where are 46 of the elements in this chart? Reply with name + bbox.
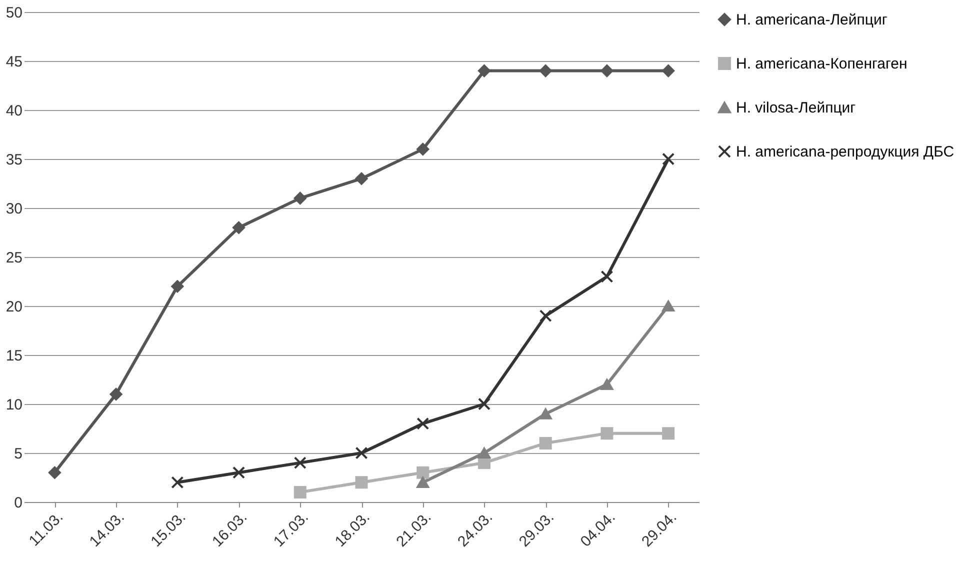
- point: [478, 447, 490, 459]
- point: [294, 456, 306, 470]
- point: [171, 476, 184, 489]
- point: [662, 152, 675, 166]
- point: [662, 427, 675, 440]
- point: [478, 398, 490, 410]
- y-tick-label: 35: [6, 152, 22, 168]
- y-tick-label: 25: [6, 250, 22, 266]
- y-tick-label: 0: [14, 494, 22, 512]
- point: [355, 476, 368, 489]
- point: [600, 64, 614, 78]
- point: [171, 280, 184, 293]
- point: [539, 64, 552, 78]
- point: [294, 486, 306, 498]
- y-tick-label: 15: [6, 348, 22, 364]
- point: [294, 192, 306, 204]
- point: [600, 270, 614, 283]
- y-tick-label: 10: [6, 396, 22, 414]
- point: [416, 466, 430, 479]
- point: [416, 142, 430, 156]
- point: [662, 300, 675, 312]
- y-tick-label: 30: [6, 200, 22, 218]
- point: [232, 466, 246, 479]
- y-tick-label: 45: [6, 54, 22, 70]
- legend-label: H. americana-Копенгаген: [736, 56, 908, 72]
- y-tick-label: 5: [14, 446, 22, 462]
- point: [355, 446, 368, 460]
- point: [416, 417, 430, 430]
- point: [662, 64, 675, 78]
- point: [539, 436, 552, 450]
- point: [600, 378, 614, 390]
- point: [478, 64, 490, 78]
- point: [355, 172, 368, 185]
- point: [232, 221, 246, 234]
- legend-label: H. vilosa-Лейпциг: [736, 100, 856, 116]
- point: [539, 408, 552, 420]
- y-tick-label: 40: [6, 102, 22, 120]
- y-tick-label: 50: [6, 4, 22, 22]
- legend-label: H. americana-репродукция ДБС: [736, 144, 954, 160]
- point: [110, 388, 122, 400]
- y-tick-label: 20: [6, 298, 22, 316]
- point: [416, 476, 430, 488]
- point: [600, 427, 614, 440]
- legend-label: H. americana-Лейпциг: [736, 12, 888, 28]
- point: [539, 310, 552, 322]
- point: [48, 466, 61, 479]
